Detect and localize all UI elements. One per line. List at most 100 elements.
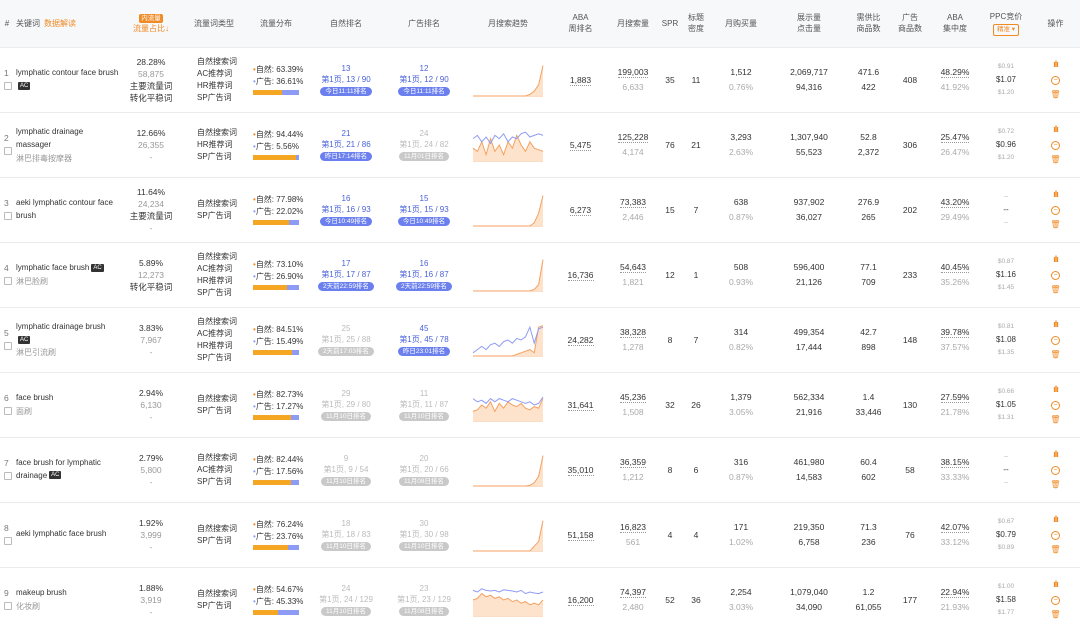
trend-cell[interactable] xyxy=(463,242,553,307)
row-checkbox[interactable] xyxy=(4,601,12,610)
data-explain-link[interactable]: 数据解读 xyxy=(44,18,76,28)
trend-chart[interactable] xyxy=(471,125,545,165)
trend-cell[interactable] xyxy=(463,112,553,177)
bar-chart-icon[interactable]: ılı xyxy=(1053,384,1059,394)
header-aba[interactable]: ABA 周排名 xyxy=(553,0,608,47)
row-checkbox[interactable] xyxy=(4,211,12,220)
keyword-text[interactable]: lymphatic contour face brush xyxy=(16,68,119,77)
aba-concentration[interactable]: 39.78% xyxy=(940,327,970,338)
header-purchase[interactable]: 月购买量 xyxy=(725,18,757,28)
trend-cell[interactable] xyxy=(463,502,553,567)
minus-circle-icon[interactable]: − xyxy=(1051,206,1060,215)
keyword-text[interactable]: aeki lymphatic face brush xyxy=(16,529,107,538)
keyword-text[interactable]: lymphatic drainage massager xyxy=(16,126,84,149)
minus-circle-icon[interactable]: − xyxy=(1051,596,1060,606)
ad-rank[interactable]: 15 第1页, 15 / 93 今日10:49排名 xyxy=(385,193,463,226)
trash-icon[interactable]: 🗑 xyxy=(1050,155,1061,164)
aba-rank[interactable]: 51,158 xyxy=(567,529,594,541)
row-checkbox[interactable] xyxy=(4,536,12,545)
trend-chart[interactable] xyxy=(471,580,545,620)
aba-rank[interactable]: 24,282 xyxy=(567,334,594,346)
header-share[interactable]: 内流量 流量占比↓ xyxy=(119,0,183,47)
trend-cell[interactable] xyxy=(463,47,553,112)
keyword-text[interactable]: aeki lymphatic contour face brush xyxy=(16,197,113,220)
bar-chart-icon[interactable]: ılı xyxy=(1053,514,1059,524)
trash-icon[interactable]: 🗑 xyxy=(1050,415,1061,424)
natural-rank[interactable]: 18 第1页, 18 / 83 11月10日排名 xyxy=(307,518,385,551)
aba-concentration[interactable]: 42.07% xyxy=(940,522,970,533)
monthly-search[interactable]: 125,228 xyxy=(617,132,649,143)
row-checkbox[interactable] xyxy=(4,471,12,480)
aba-rank[interactable]: 16,736 xyxy=(567,269,594,281)
bar-chart-icon[interactable]: ılı xyxy=(1053,124,1059,134)
ad-rank[interactable]: 30 第1页, 30 / 98 11月10日排名 xyxy=(385,518,463,551)
minus-circle-icon[interactable]: − xyxy=(1051,141,1060,150)
minus-circle-icon[interactable]: − xyxy=(1051,76,1060,85)
minus-circle-icon[interactable]: − xyxy=(1051,531,1060,540)
ad-rank[interactable]: 24 第1页, 24 / 82 11月01日排名 xyxy=(385,128,463,161)
trend-chart[interactable] xyxy=(471,255,545,295)
aba-rank[interactable]: 6,273 xyxy=(569,204,592,216)
header-monthly-search[interactable]: 月搜索量 xyxy=(617,18,649,28)
monthly-search[interactable]: 38,328 xyxy=(620,327,646,338)
natural-rank[interactable]: 21 第1页, 21 / 86 昨日17:14排名 xyxy=(307,128,385,161)
trend-cell[interactable] xyxy=(463,372,553,437)
header-ad-rank[interactable]: 广告排名 xyxy=(408,18,440,28)
ad-rank[interactable]: 20 第1页, 20 / 66 11月08日排名 xyxy=(385,453,463,486)
aba-concentration[interactable]: 48.29% xyxy=(940,67,970,78)
trash-icon[interactable]: 🗑 xyxy=(1050,220,1061,229)
keyword-text[interactable]: lymphatic drainage brush xyxy=(16,322,106,331)
natural-rank[interactable]: 9 第1页, 9 / 54 11月10日排名 xyxy=(307,453,385,486)
natural-rank[interactable]: 17 第1页, 17 / 87 2天前22:59排名 xyxy=(307,258,385,291)
aba-concentration[interactable]: 27.59% xyxy=(940,392,970,403)
trend-chart[interactable] xyxy=(471,60,545,100)
ad-rank[interactable]: 12 第1页, 12 / 90 今日11:11排名 xyxy=(385,63,463,96)
monthly-search[interactable]: 73,383 xyxy=(620,197,646,208)
aba-rank[interactable]: 5,475 xyxy=(569,139,592,151)
ad-rank[interactable]: 16 第1页, 16 / 87 2天前22:59排名 xyxy=(385,258,463,291)
row-checkbox[interactable] xyxy=(4,406,12,415)
aba-rank[interactable]: 1,883 xyxy=(569,74,592,86)
bar-chart-icon[interactable]: ılı xyxy=(1053,254,1059,264)
bar-chart-icon[interactable]: ılı xyxy=(1053,189,1059,199)
trash-icon[interactable]: 🗑 xyxy=(1050,545,1061,554)
row-checkbox[interactable] xyxy=(4,81,12,90)
trend-cell[interactable] xyxy=(463,177,553,242)
trash-icon[interactable]: 🗑 xyxy=(1050,480,1061,489)
aba-concentration[interactable]: 22.94% xyxy=(940,587,970,599)
minus-circle-icon[interactable]: − xyxy=(1051,271,1060,280)
aba-concentration[interactable]: 38.15% xyxy=(940,457,970,468)
ppc-match-select[interactable]: 精准 ▾ xyxy=(992,23,1020,36)
header-supply-demand[interactable]: 需供比 商品数 xyxy=(846,0,891,47)
trend-chart[interactable] xyxy=(471,385,545,425)
natural-rank[interactable]: 24 第1页, 24 / 129 11月10日排名 xyxy=(307,583,385,617)
trend-chart[interactable] xyxy=(471,190,545,230)
header-density[interactable]: 标题 密度 xyxy=(682,0,710,47)
row-checkbox[interactable] xyxy=(4,341,12,350)
natural-rank[interactable]: 13 第1页, 13 / 90 今日11:11排名 xyxy=(307,63,385,96)
aba-concentration[interactable]: 43.20% xyxy=(940,197,970,208)
bar-chart-icon[interactable]: ılı xyxy=(1053,59,1059,69)
header-impressions[interactable]: 展示量 点击量 xyxy=(772,0,846,47)
aba-rank[interactable]: 35,010 xyxy=(567,464,594,476)
keyword-text[interactable]: face brush xyxy=(16,393,54,402)
aba-rank[interactable]: 16,200 xyxy=(567,594,594,606)
monthly-search[interactable]: 36,359 xyxy=(620,457,646,468)
bar-chart-icon[interactable]: ılı xyxy=(1053,449,1059,459)
monthly-search[interactable]: 74,397 xyxy=(620,587,646,599)
monthly-search[interactable]: 16,823 xyxy=(620,522,646,533)
row-checkbox[interactable] xyxy=(4,276,12,285)
header-ad-products[interactable]: 广告 商品数 xyxy=(891,0,929,47)
monthly-search[interactable]: 45,236 xyxy=(620,392,646,403)
minus-circle-icon[interactable]: − xyxy=(1051,336,1060,345)
aba-rank[interactable]: 31,641 xyxy=(567,399,594,411)
header-spr[interactable]: SPR xyxy=(661,18,679,28)
natural-rank[interactable]: 29 第1页, 29 / 80 11月10日排名 xyxy=(307,388,385,421)
minus-circle-icon[interactable]: − xyxy=(1051,401,1060,410)
bar-chart-icon[interactable]: ılı xyxy=(1053,579,1059,590)
monthly-search[interactable]: 199,003 xyxy=(617,67,649,78)
header-aba-concentration[interactable]: ABA 集中度 xyxy=(929,0,981,47)
keyword-text[interactable]: face brush for lymphatic drainage xyxy=(16,457,101,480)
trash-icon[interactable]: 🗑 xyxy=(1050,350,1061,359)
minus-circle-icon[interactable]: − xyxy=(1051,466,1060,475)
